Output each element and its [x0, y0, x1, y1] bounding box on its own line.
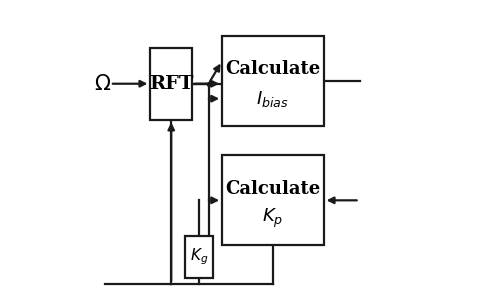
- Text: $I_{bias}$: $I_{bias}$: [256, 89, 289, 109]
- Text: RFT: RFT: [149, 75, 193, 93]
- Bar: [150, 48, 192, 120]
- Text: Calculate: Calculate: [225, 180, 321, 198]
- Bar: [222, 36, 324, 126]
- Bar: [185, 236, 213, 278]
- Text: Calculate: Calculate: [225, 60, 321, 78]
- Text: $K_p$: $K_p$: [262, 207, 284, 230]
- Text: $\Omega$: $\Omega$: [94, 74, 111, 94]
- Bar: [222, 155, 324, 245]
- Text: $K_g$: $K_g$: [190, 247, 208, 267]
